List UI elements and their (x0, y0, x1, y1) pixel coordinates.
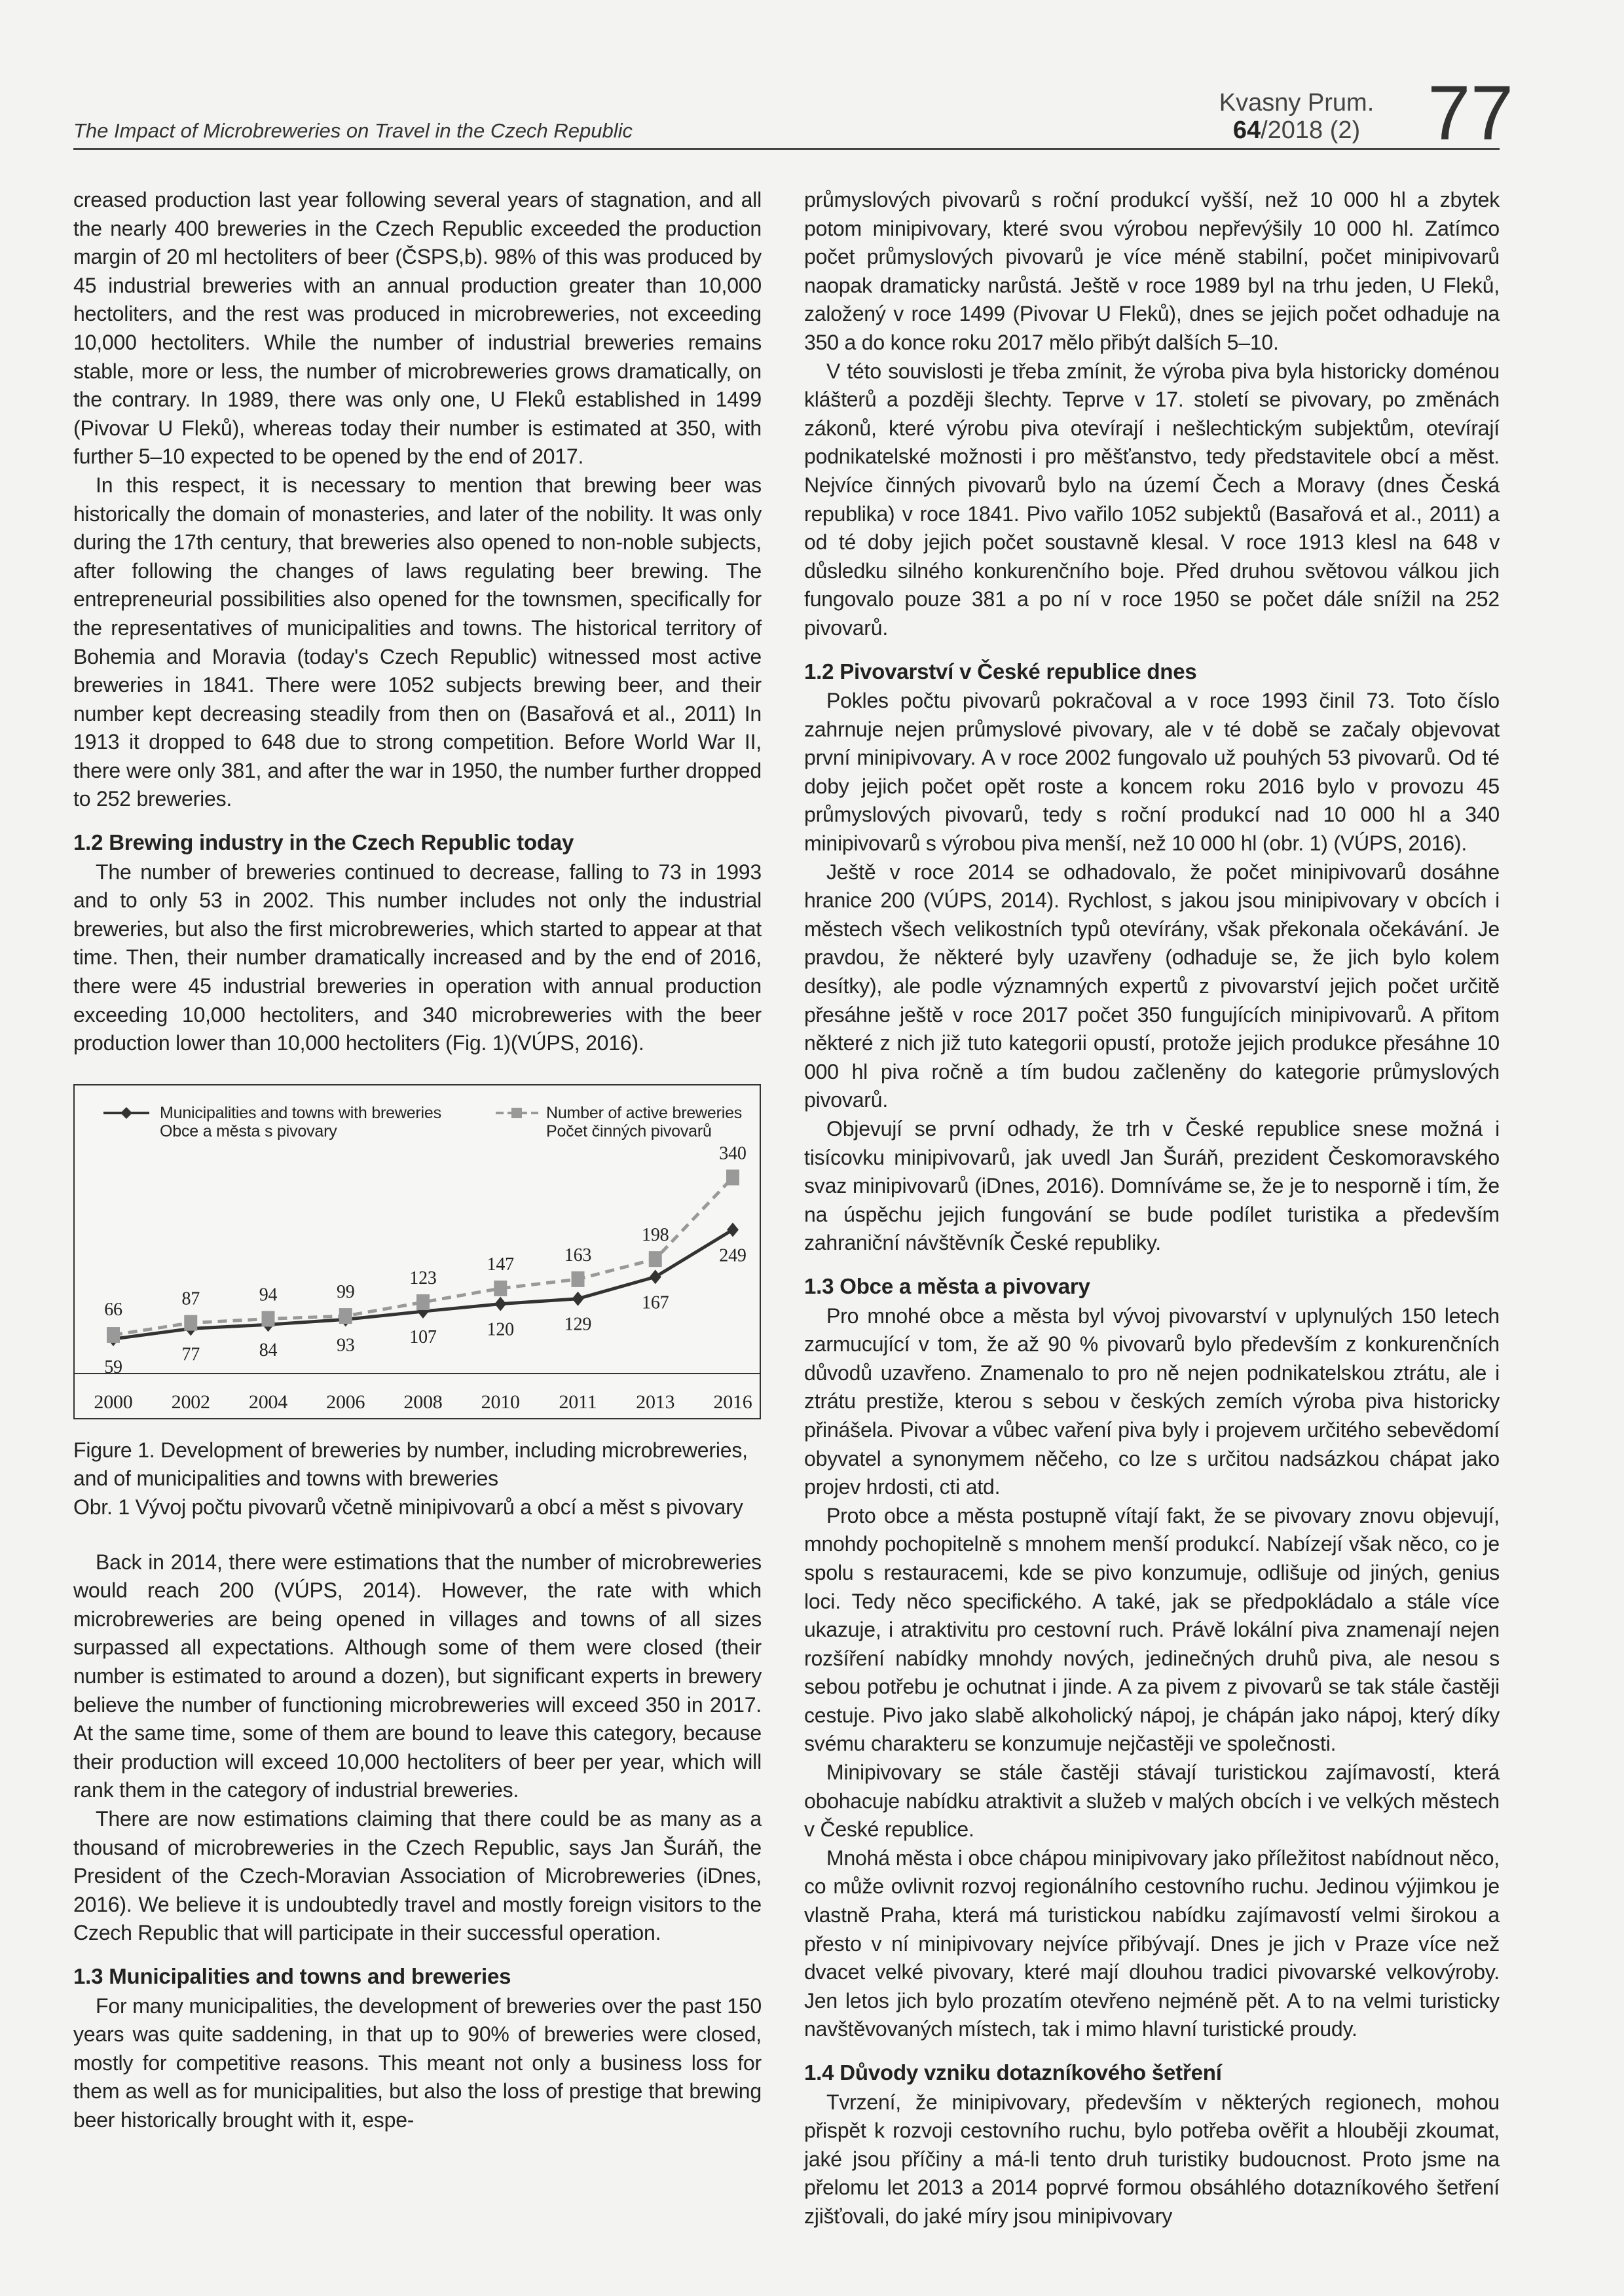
data-point-breweries (648, 1250, 662, 1267)
x-tick-label: 2000 (94, 1391, 132, 1413)
data-label-municipalities: 129 (564, 1315, 591, 1335)
data-label-breweries: 99 (337, 1282, 355, 1302)
paragraph: Tvrzení, že minipivovary, především v ně… (804, 2090, 1500, 2228)
paragraph: There are now estimations claiming that … (73, 1806, 762, 1945)
data-point-breweries (416, 1294, 430, 1310)
x-tick-label: 2011 (559, 1391, 597, 1413)
data-point-municipalities (649, 1269, 661, 1285)
data-point-breweries (494, 1280, 507, 1296)
page-number: 77 (1428, 70, 1514, 156)
data-label-breweries: 340 (719, 1143, 746, 1163)
paragraph: Ještě v roce 2014 se odhadovalo, že poče… (804, 860, 1500, 1112)
x-tick-label: 2004 (249, 1391, 287, 1413)
data-point-municipalities (494, 1296, 507, 1311)
data-point-breweries (726, 1169, 739, 1186)
paragraph: V této souvislosti je třeba zmínit, že v… (804, 359, 1500, 640)
figure-caption: Figure 1. Development of breweries by nu… (73, 1436, 762, 1522)
data-label-municipalities: 120 (487, 1319, 514, 1339)
data-point-breweries (339, 1307, 352, 1324)
left-column: creased production last year following s… (73, 186, 762, 2134)
data-point-breweries (261, 1311, 275, 1327)
caption-en: Figure 1. Development of breweries by nu… (73, 1438, 748, 1491)
paragraph: Pokles počtu pivovarů pokračoval a v roc… (804, 689, 1500, 856)
data-point-municipalities (727, 1222, 739, 1237)
section-heading: 1.3 Municipalities and towns and breweri… (73, 1963, 511, 1988)
paragraph: Minipivovary se stále častěji stávají tu… (804, 1760, 1500, 1842)
legend-square-marker (511, 1107, 522, 1118)
x-tick-label: 2016 (713, 1391, 752, 1413)
data-label-breweries: 147 (487, 1254, 515, 1275)
x-tick-label: 2008 (403, 1391, 442, 1413)
data-label-municipalities: 59 (104, 1357, 122, 1377)
paragraph: Pro mnohé obce a města byl vývoj pivovar… (804, 1303, 1500, 1499)
paragraph: Proto obce a města postupně vítají fakt,… (804, 1503, 1500, 1756)
running-title: The Impact of Microbreweries on Travel i… (73, 119, 633, 142)
year-issue: /2018 (2) (1261, 117, 1361, 144)
caption-cz: Obr. 1 Vývoj počtu pivovarů včetně minip… (73, 1495, 743, 1519)
paragraph: The number of breweries continued to dec… (73, 860, 762, 1055)
journal-info: Kvasny Prum. 64/2018 (2) (1218, 89, 1375, 144)
data-label-municipalities: 249 (719, 1245, 746, 1266)
x-tick-label: 2010 (481, 1391, 520, 1413)
section-heading: 1.3 Obce a města a pivovary (804, 1273, 1090, 1298)
section-heading: 1.2 Pivovarství v České republice dnes (804, 659, 1197, 683)
data-label-breweries: 94 (259, 1285, 278, 1305)
header-rule (73, 148, 1500, 150)
data-label-municipalities: 93 (337, 1335, 355, 1355)
data-point-breweries (571, 1271, 585, 1287)
figure-1-chart: 2000 2002 2004 2006 2008 2010 2011 2013 2016 Muni… (73, 1084, 761, 1419)
legend-label-cz: Počet činných pivovarů (546, 1122, 712, 1140)
data-label-breweries: 87 (181, 1288, 200, 1309)
paragraph: For many municipalities, the development… (73, 1994, 762, 2132)
x-tick-label: 2002 (172, 1391, 210, 1413)
paragraph: průmyslových pivovarů s roční produkcí v… (804, 188, 1500, 354)
section-heading: 1.2 Brewing industry in the Czech Republ… (73, 830, 574, 855)
x-tick-label: 2013 (636, 1391, 674, 1413)
data-label-breweries: 163 (564, 1245, 591, 1266)
legend-diamond-marker (120, 1106, 132, 1119)
data-label-breweries: 123 (409, 1268, 436, 1288)
data-point-municipalities (572, 1291, 584, 1306)
paragraph: In this respect, it is necessary to ment… (73, 473, 762, 811)
volume: 64 (1232, 117, 1261, 144)
paragraph: Objevují se první odhady, že trh v České… (804, 1117, 1500, 1255)
paragraph: Mnohá města i obce chápou minipivovary j… (804, 1846, 1500, 2041)
section-heading: 1.4 Důvody vzniku dotazníkového šetření (804, 2060, 1222, 2085)
data-label-municipalities: 84 (259, 1340, 278, 1360)
legend-label: Number of active breweries (546, 1104, 742, 1122)
legend-label: Municipalities and towns with breweries (160, 1104, 441, 1122)
paragraph: Back in 2014, there were estimations tha… (73, 1550, 762, 1802)
data-label-breweries: 198 (642, 1225, 669, 1245)
right-column: průmyslových pivovarů s roční produkcí v… (804, 186, 1500, 2231)
paragraph: creased production last year following s… (73, 188, 762, 469)
data-label-breweries: 66 (104, 1300, 122, 1320)
legend-label-cz: Obce a města s pivovary (160, 1122, 337, 1140)
journal-name: Kvasny Prum. (1219, 89, 1375, 117)
data-point-municipalities (417, 1303, 429, 1319)
data-label-municipalities: 77 (181, 1344, 200, 1364)
x-tick-label: 2006 (326, 1391, 365, 1413)
journal-issue: 64/2018 (2) (1218, 117, 1375, 144)
chart-svg: 2000 2002 2004 2006 2008 2010 2011 2013 2016 Muni… (75, 1104, 760, 1413)
data-label-municipalities: 167 (642, 1292, 669, 1313)
data-point-breweries (107, 1326, 120, 1343)
data-point-breweries (184, 1315, 198, 1331)
data-label-municipalities: 107 (409, 1327, 437, 1347)
